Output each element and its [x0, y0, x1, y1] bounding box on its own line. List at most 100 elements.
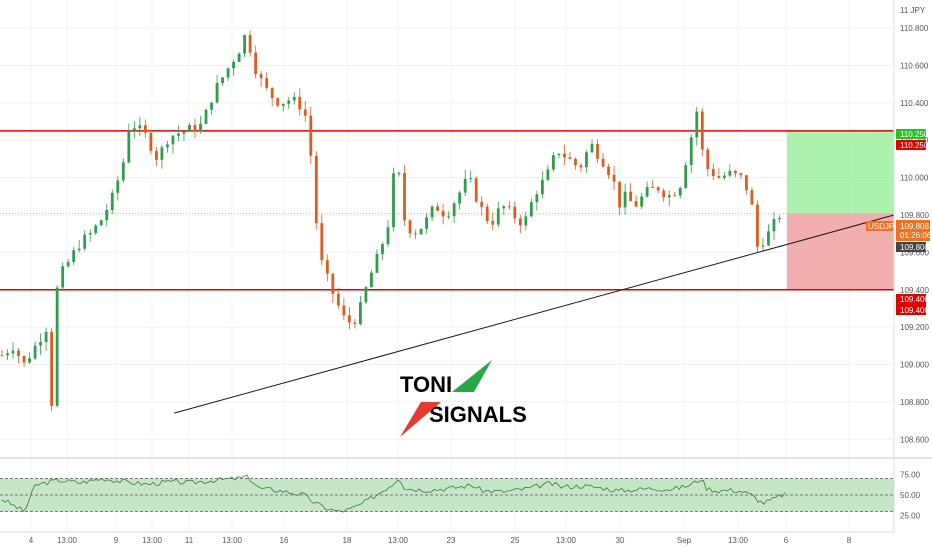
candle-body	[408, 220, 412, 234]
candle-body	[767, 231, 770, 246]
price-tick-label: 110.800	[900, 24, 929, 33]
candle-body	[254, 52, 258, 75]
candle-body	[177, 133, 180, 136]
candle	[678, 186, 682, 199]
candle	[706, 147, 710, 177]
candle	[66, 258, 70, 268]
candle	[204, 108, 208, 125]
candle	[535, 190, 539, 211]
symbol-tag-text: USDJPY	[868, 222, 900, 231]
candle	[6, 349, 9, 361]
time-axis: 4 13:00 9 13:00 11 13:00 16 18 13:00 23 25 13:00 30 S…	[29, 536, 852, 545]
candle-body	[193, 124, 197, 132]
candle	[199, 115, 202, 134]
candle-body	[61, 266, 65, 288]
countdown-text: 01:26:06	[900, 231, 932, 240]
candle-body	[353, 322, 357, 325]
candle	[55, 284, 59, 408]
grid	[0, 0, 894, 532]
candle	[695, 106, 699, 146]
candle	[612, 165, 616, 190]
time-tick-label: 23	[447, 536, 456, 545]
candle	[513, 201, 517, 224]
candle-body	[529, 202, 533, 217]
candle	[607, 163, 610, 179]
candle-body	[717, 176, 721, 178]
candle	[193, 118, 197, 138]
candle	[17, 347, 20, 364]
candle	[756, 200, 759, 252]
candle	[281, 103, 285, 112]
time-tick-label: 4	[29, 536, 34, 545]
candle-body	[474, 178, 478, 202]
candle-body	[121, 162, 125, 181]
candle	[689, 134, 693, 173]
candle-body	[276, 98, 280, 106]
candle	[177, 125, 180, 142]
price-tick-label: 109.800	[900, 211, 929, 220]
candle-body	[44, 331, 48, 343]
time-tick-label: 9	[114, 536, 119, 545]
candle	[750, 187, 754, 205]
candle	[579, 162, 583, 173]
candle	[662, 188, 666, 202]
candle	[568, 152, 572, 160]
candle-body	[480, 201, 484, 207]
candle	[585, 150, 588, 173]
candle-body	[66, 261, 70, 267]
candle	[254, 45, 258, 79]
candle-body	[419, 228, 423, 235]
candle-body	[149, 132, 153, 151]
candle	[408, 218, 412, 238]
candle	[711, 163, 715, 181]
candle-body	[507, 206, 511, 208]
logo-line-1: TONI	[400, 372, 452, 397]
candle	[50, 328, 54, 412]
candle-body	[325, 260, 329, 274]
candle-body	[750, 190, 754, 205]
candle-body	[160, 147, 164, 160]
time-tick-label: 13:00	[222, 536, 243, 545]
candle	[292, 91, 296, 105]
candle-body	[761, 245, 765, 247]
rsi-tick-label: 50.00	[900, 491, 921, 500]
candle	[778, 215, 781, 223]
candle	[83, 230, 87, 251]
candle	[684, 162, 688, 189]
candle	[761, 238, 765, 251]
candle-body	[700, 111, 704, 150]
candle	[336, 287, 340, 310]
candle	[596, 139, 599, 164]
candle-body	[138, 125, 142, 129]
time-tick-label: 13:00	[728, 536, 749, 545]
candle-body	[320, 223, 324, 261]
candle	[331, 273, 335, 303]
candle-body	[607, 166, 610, 175]
price-tick-label: 108.800	[900, 398, 929, 407]
candle-body	[414, 233, 417, 235]
candle	[717, 167, 721, 179]
candle	[623, 183, 627, 215]
candle-body	[491, 221, 495, 225]
candle-body	[623, 191, 627, 208]
candle-body	[11, 350, 15, 354]
candle-body	[667, 195, 671, 198]
candle-body	[513, 206, 517, 219]
candle-body	[540, 179, 544, 195]
candle-body	[33, 345, 37, 359]
candle-body	[0, 355, 4, 357]
candle	[563, 144, 566, 165]
candle	[182, 130, 186, 142]
candle	[441, 203, 445, 225]
candle-body	[645, 187, 649, 197]
candle-body	[452, 203, 456, 217]
candle	[270, 87, 274, 107]
candle-body	[28, 358, 31, 363]
resistance-tag-text: 110.250	[900, 141, 929, 150]
candle-body	[359, 302, 362, 325]
candle-body	[772, 219, 776, 232]
candle-body	[364, 287, 368, 303]
candle-body	[298, 96, 302, 110]
candle	[529, 198, 533, 218]
candle-body	[557, 153, 561, 156]
